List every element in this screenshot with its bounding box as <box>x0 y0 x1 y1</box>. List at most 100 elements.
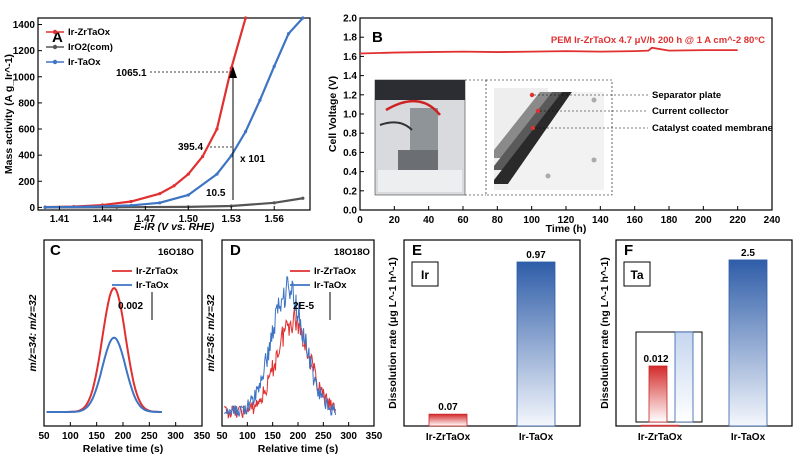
panel-b-ylabel: Cell Voltage (V) <box>327 76 339 152</box>
bar-e-bars-1 <box>516 261 556 427</box>
point-a-0-8 <box>215 127 219 131</box>
bar-e-bars-0 <box>428 413 468 427</box>
value-label-e-bars-1: 0.97 <box>526 250 546 261</box>
point-a-0-4 <box>158 192 162 196</box>
marker-collector <box>535 108 541 114</box>
xtick-label-c-xticks-1: 100 <box>62 431 79 442</box>
ytick-label-a-2: 400 <box>18 151 35 162</box>
legend-c-ir-taox: Ir-TaOx <box>136 280 169 291</box>
ytick-label-a-3: 600 <box>18 125 35 136</box>
legend-marker-gray <box>52 44 58 50</box>
scale-label-d: 2E-5 <box>293 301 315 312</box>
legend-d-ir-taox: Ir-TaOx <box>314 280 347 291</box>
panel-c-isotope: 16O18O <box>158 247 194 258</box>
point-a-2-1 <box>86 205 90 209</box>
point-a-2-10 <box>286 32 291 36</box>
panel-e-frame <box>403 239 581 427</box>
xtick-label-b-3: 60 <box>457 215 469 226</box>
point-a-2-8 <box>258 98 262 102</box>
panel-b-letter: B <box>372 29 383 46</box>
xtick-label-b-9: 180 <box>661 215 678 226</box>
ytick-label-b-6: 1.2 <box>343 90 357 101</box>
point-a-2-7 <box>243 130 248 134</box>
plate-hole-2 <box>591 157 597 163</box>
panel-b-series <box>359 46 738 55</box>
xtick-label-c-xticks-3: 200 <box>115 431 132 442</box>
ytick-label-a-4: 800 <box>18 98 35 109</box>
panel-e: E Ir 0.07 Ir-ZrTaOx 0.97 Ir-TaOx Dissolutio… <box>387 239 581 443</box>
point-a-0-6 <box>186 172 190 176</box>
xtick-label-c-xticks-2: 150 <box>88 431 105 442</box>
element-box-ta <box>623 261 651 287</box>
legend-marker-blue <box>52 59 58 65</box>
xtick-label-b-5: 100 <box>523 215 540 226</box>
panel-e-bars: 0.07 Ir-ZrTaOx 0.97 Ir-TaOx <box>426 250 556 443</box>
xtick-label-b-2: 40 <box>423 215 435 226</box>
point-a-0-3 <box>129 199 133 204</box>
panel-a-xticks: 1.41 1.44 1.47 1.50 1.53 1.56 <box>50 206 284 225</box>
ytick-label-b-7: 1.4 <box>343 71 357 82</box>
ytick-label-b-5: 1.0 <box>343 110 357 121</box>
xtick-label-a-1: 1.44 <box>93 214 113 225</box>
category-e-bars-1: Ir-TaOx <box>519 432 554 443</box>
element-label-ta: Ta <box>630 268 643 282</box>
arrow-head <box>229 66 237 78</box>
panel-d-legend: Ir-ZrTaOx Ir-TaOx <box>290 266 357 291</box>
panel-c-ylabel: m/z=34: m/z=32 <box>27 294 39 371</box>
panel-c-xlabel: Relative time (s) <box>83 443 164 455</box>
panel-f-inset: 0.012 <box>635 331 703 423</box>
panel-f-ylabel: Dissolution rate (ng L^-1 h^-1) <box>599 257 611 409</box>
photo-black-wire <box>379 121 413 131</box>
panel-b: B 0 20 40 60 80 100 120 140 160 180 200 220 240 0.00… <box>327 14 781 236</box>
category-e-bars-0: Ir-ZrTaOx <box>426 432 471 443</box>
ytick-label-b-9: 1.8 <box>343 33 357 44</box>
point-a-2-6 <box>229 154 233 158</box>
xtick-label-b-7: 140 <box>592 215 609 226</box>
inset-bar-ir-zrtaox <box>648 365 668 423</box>
legend-ir-taox: Ir-TaOx <box>68 57 101 68</box>
ytick-label-a-5: 1000 <box>13 72 36 83</box>
photo-cell-base <box>398 150 438 170</box>
ytick-label-b-10: 2.0 <box>343 14 357 25</box>
panel-d-letter: D <box>230 242 241 259</box>
panel-c: C 50 100 150 200 250 300 350 16O18O Ir-ZrTaOx … <box>27 239 211 455</box>
marker-membrane <box>530 125 536 131</box>
panel-a-legend: Ir-ZrTaOx IrO2(com) Ir-TaOx <box>46 27 113 68</box>
panel-f: F Ta Ir-ZrTaOx 2.5 Ir-TaOx 0.012 Dissoluti… <box>599 239 793 443</box>
panel-d-isotope: 18O18O <box>334 247 370 258</box>
panel-a: A 1.41 1.44 1.47 1.50 1.53 1.56 0 200 400 600 800… <box>3 16 311 233</box>
layer-separator <box>494 92 552 158</box>
value-label-f-bars-1: 2.5 <box>741 248 755 259</box>
series-d-series-1 <box>224 276 336 417</box>
panel-b-xticks: 0 20 40 60 80 100 120 140 160 180 200 220 240 <box>357 206 781 226</box>
photo-bench <box>378 170 462 192</box>
layer-membrane <box>494 92 572 184</box>
element-box-ir <box>411 261 439 287</box>
panel-e-letter: E <box>412 242 422 259</box>
ytick-label-b-8: 1.6 <box>343 52 357 63</box>
panel-a-guides <box>150 66 237 200</box>
ytick-label-a-1: 200 <box>18 177 35 188</box>
label-membrane: Catalyst coated membrane <box>652 123 773 134</box>
panel-f-letter: F <box>624 242 633 259</box>
xtick-label-a-4: 1.53 <box>222 214 242 225</box>
photo-cell-body <box>410 108 438 158</box>
xtick-label-b-0: 0 <box>357 215 363 226</box>
annot-10: 10.5 <box>206 188 226 199</box>
panel-e-ylabel: Dissolution rate (μg L^-1 h^-1) <box>387 257 399 409</box>
plate-hole-3 <box>545 173 551 179</box>
panel-c-series <box>46 286 162 413</box>
element-label-ir: Ir <box>421 268 429 282</box>
scale-label-c: 0.002 <box>118 301 143 312</box>
inset-bar-ir-taox <box>674 331 694 423</box>
xtick-label-b-6: 120 <box>558 215 575 226</box>
xtick-label-a-0: 1.41 <box>50 214 70 225</box>
xtick-label-d-xticks-5: 300 <box>340 431 357 442</box>
label-separator: Separator plate <box>652 90 721 101</box>
category-f-bars-1: Ir-TaOx <box>731 432 766 443</box>
annot-395: 395.4 <box>178 142 203 153</box>
xtick-label-a-5: 1.56 <box>264 214 284 225</box>
panel-b-title: PEM Ir-ZrTaOx 4.7 μV/h 200 h @ 1 A cm^-2… <box>551 35 765 46</box>
xtick-label-c-xticks-6: 350 <box>194 431 211 442</box>
xtick-label-b-4: 80 <box>492 215 504 226</box>
